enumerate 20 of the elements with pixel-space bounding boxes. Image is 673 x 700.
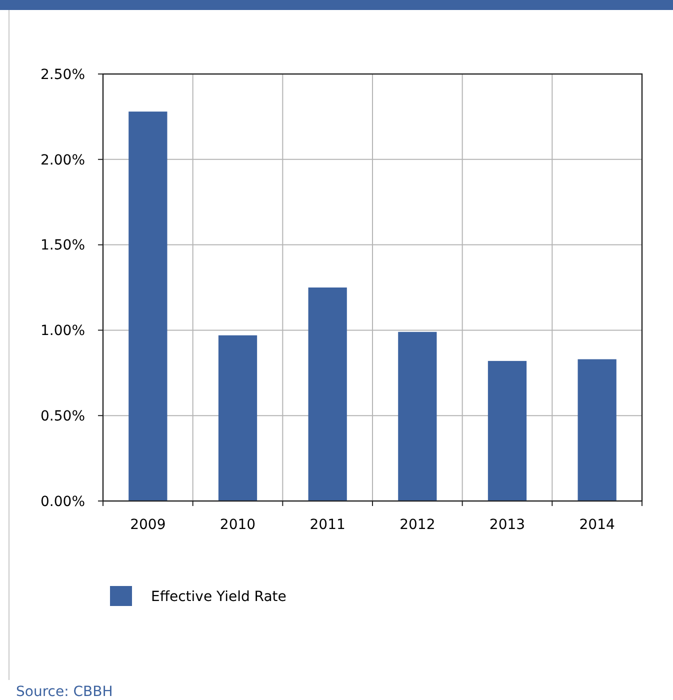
legend-label: Effective Yield Rate bbox=[151, 588, 286, 605]
bar bbox=[488, 360, 527, 501]
y-tick-label: 1.50% bbox=[40, 238, 85, 254]
y-tick-label: 1.00% bbox=[40, 323, 85, 340]
x-tick-label: 2009 bbox=[130, 517, 166, 533]
x-tick-label: 2013 bbox=[489, 517, 526, 533]
x-tick-label: 2014 bbox=[579, 517, 615, 533]
bar bbox=[308, 288, 347, 501]
y-tick-label: 2.50% bbox=[40, 66, 85, 83]
y-tick-label: 2.00% bbox=[40, 152, 85, 168]
bar bbox=[128, 112, 168, 501]
bar bbox=[398, 332, 437, 501]
source-note: Source: CBBH bbox=[16, 684, 113, 700]
y-tick-label: 0.50% bbox=[40, 408, 85, 424]
x-tick-label: 2011 bbox=[310, 517, 346, 533]
bar bbox=[578, 359, 616, 501]
y-tick-label: 0.00% bbox=[40, 494, 85, 510]
bar bbox=[218, 335, 258, 501]
x-tick-label: 2010 bbox=[220, 517, 256, 533]
x-tick-label: 2012 bbox=[400, 517, 436, 533]
